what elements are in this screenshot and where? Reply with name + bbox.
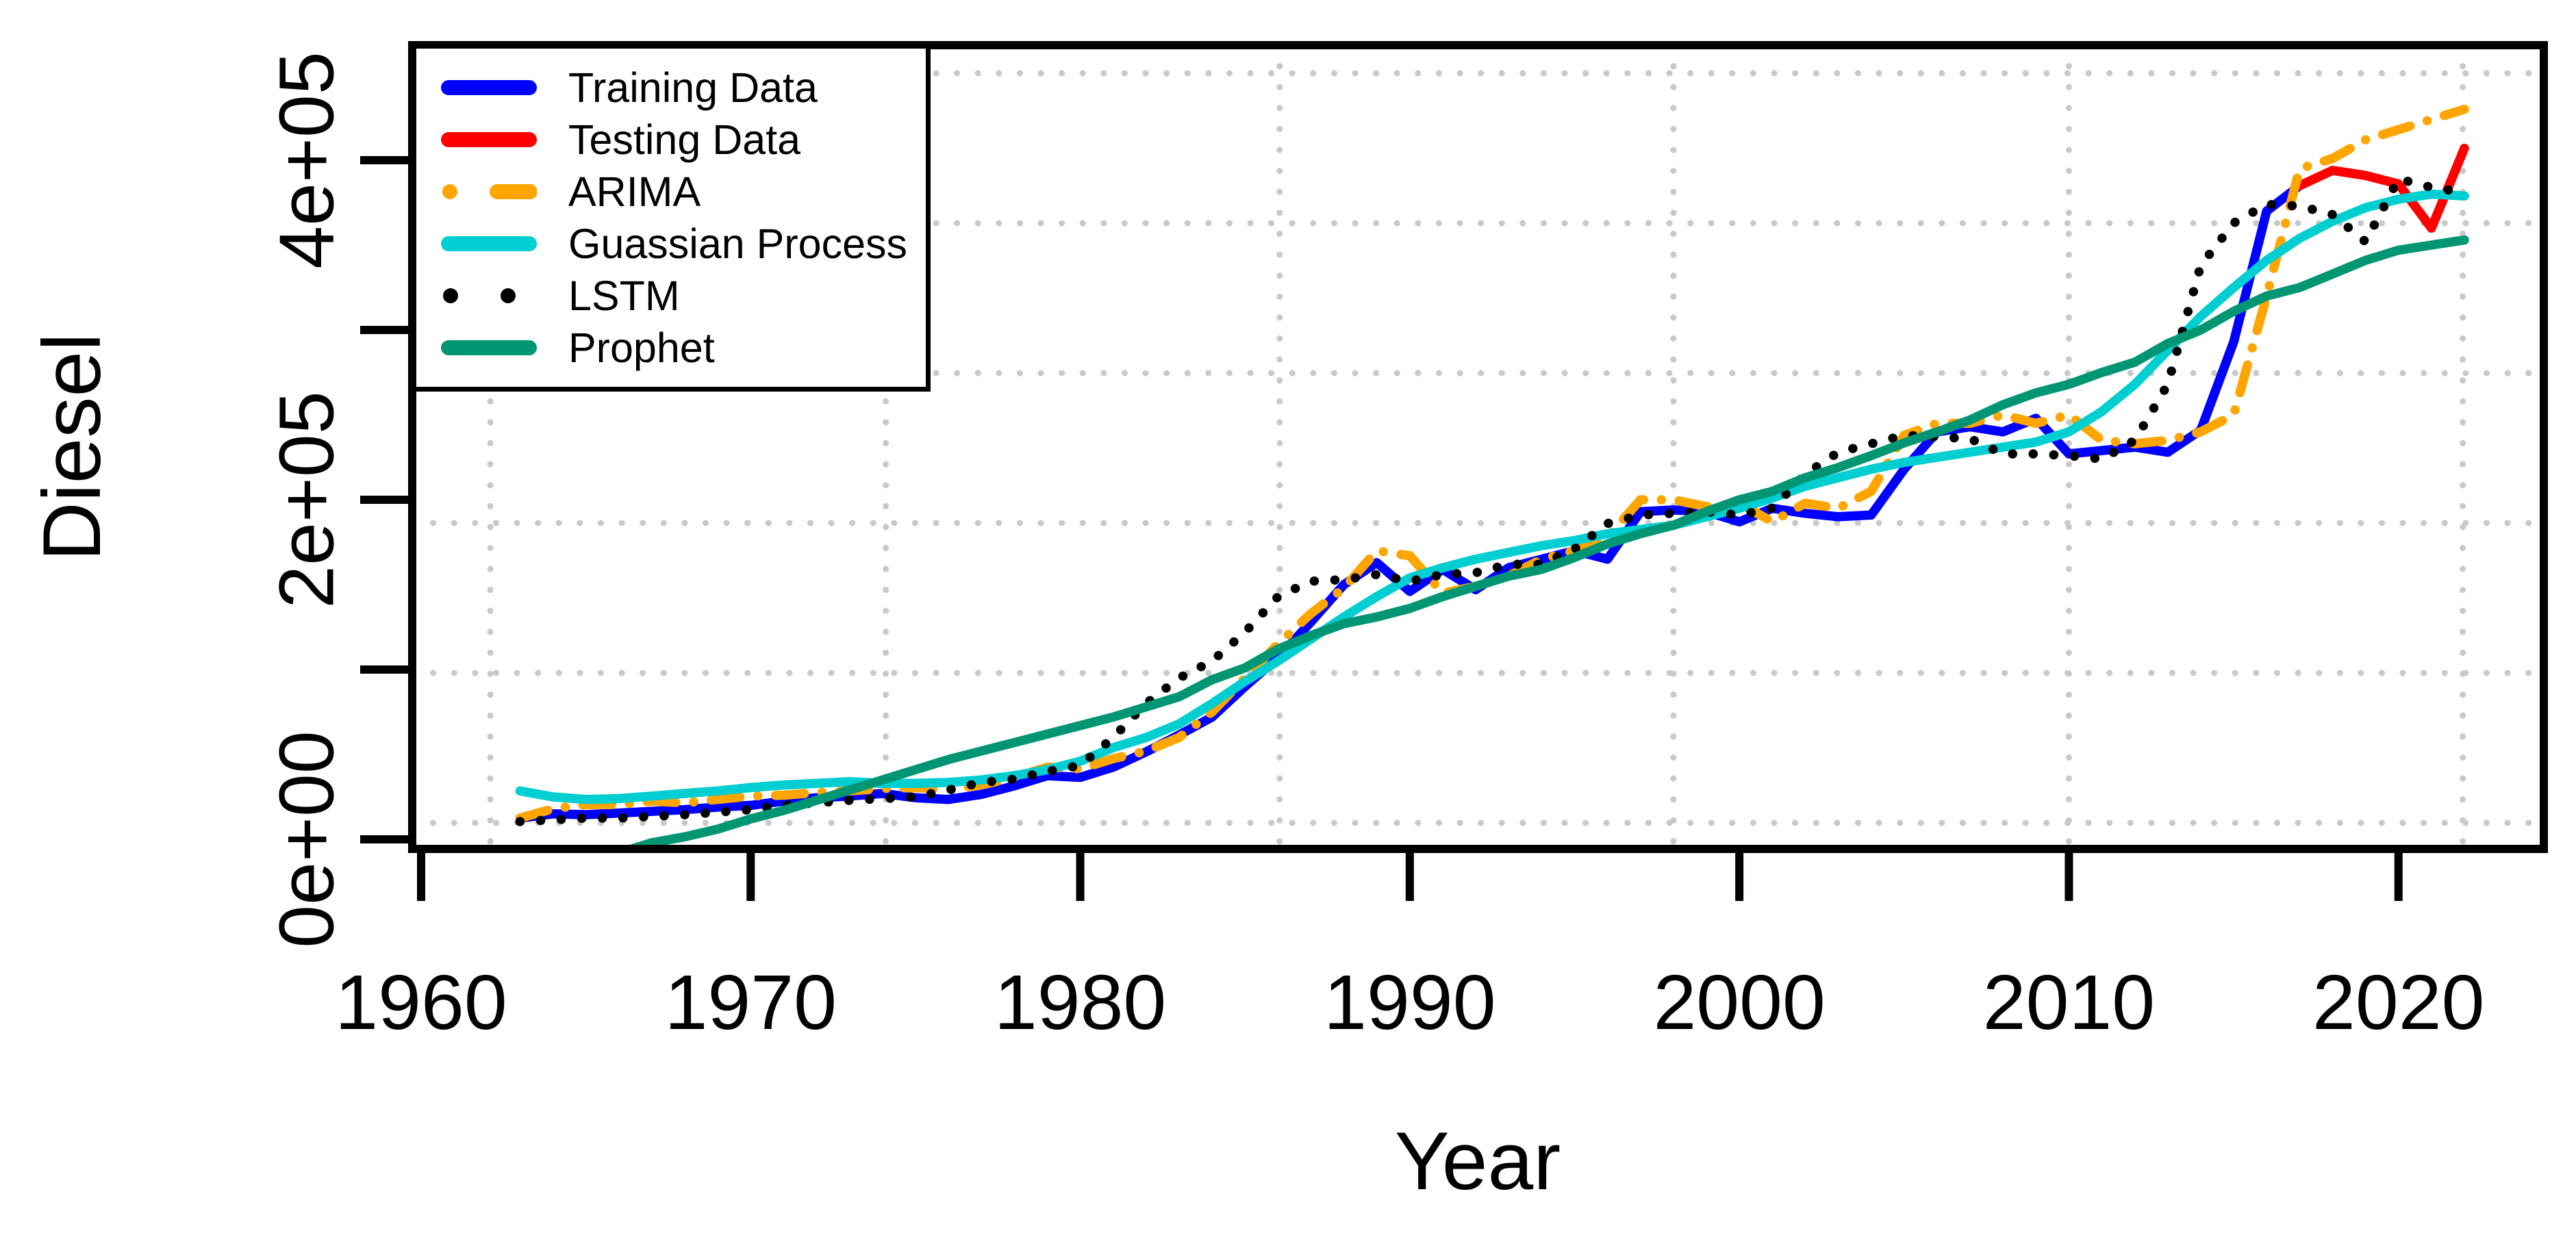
legend-item-prophet: Prophet — [441, 325, 926, 370]
legend-item-label: ARIMA — [568, 168, 701, 215]
legend-line-sample — [441, 236, 537, 251]
x-tick-label: 2010 — [1982, 959, 2156, 1045]
legend-line-sample — [442, 184, 537, 199]
legend-item-label: Prophet — [568, 324, 715, 371]
x-tick-label: 1960 — [335, 959, 507, 1045]
legend-item-lstm: LSTM — [441, 273, 926, 318]
x-tick-label: 2000 — [1653, 959, 1826, 1045]
legend-line-sample — [441, 80, 537, 95]
legend-item-label: Training Data — [568, 64, 818, 111]
x-tick-label: 1980 — [994, 959, 1167, 1045]
y-tick-label: 2e+05 — [263, 391, 350, 609]
legend-item-label: Testing Data — [568, 116, 801, 163]
series-line-prophet — [616, 235, 2469, 849]
y-tick-label: 0e+00 — [263, 730, 350, 948]
legend-item-testing-data: Testing Data — [441, 117, 926, 162]
x-axis-title: Year — [1394, 1115, 1561, 1207]
legend: Training Data Testing Data ARIMA Guassia… — [412, 44, 931, 392]
series-line-guassian-process — [515, 189, 2469, 804]
legend-item-label: Guassian Process — [568, 220, 907, 267]
legend-item-training-data: Training Data — [441, 65, 926, 110]
x-tick-label: 1970 — [664, 959, 837, 1045]
y-axis-title: Diesel — [26, 333, 118, 561]
legend-item-label: LSTM — [568, 272, 680, 319]
legend-item-arima: ARIMA — [441, 169, 926, 214]
x-tick-label: 1990 — [1324, 959, 1496, 1045]
plot-border — [408, 41, 2548, 853]
legend-line-sample — [441, 340, 537, 355]
legend-line-sample — [441, 132, 537, 147]
x-tick-label: 2020 — [2312, 959, 2485, 1045]
legend-line-sample — [443, 288, 516, 303]
y-tick-label: 4e+05 — [263, 51, 350, 269]
legend-item-guassian-process: Guassian Process — [441, 221, 926, 266]
series-line-testing-data — [2295, 143, 2469, 233]
